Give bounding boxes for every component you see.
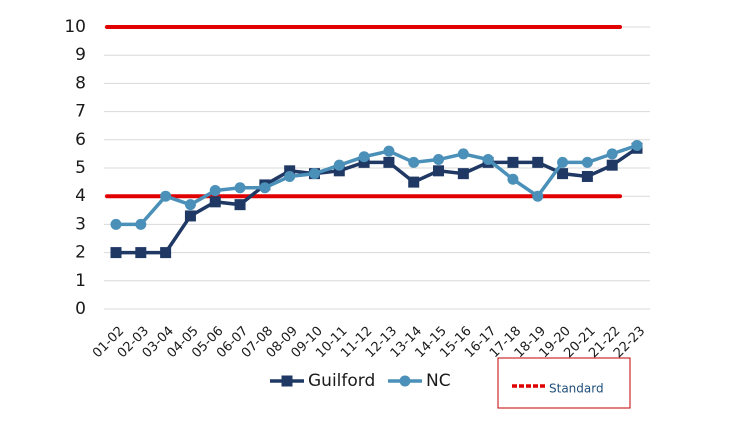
marker [160,190,172,202]
marker [333,159,345,171]
marker [259,182,271,194]
marker [557,168,569,180]
marker [433,154,445,166]
y-tick-label: 8 [75,73,86,93]
marker [358,151,370,163]
marker [557,156,569,168]
legend-label: Standard [549,382,604,396]
marker [433,165,445,177]
marker [457,148,469,160]
legend-marker [399,375,411,387]
marker [507,156,519,168]
marker [532,190,544,202]
marker [581,170,593,182]
marker [358,156,370,168]
marker [209,185,221,197]
marker [457,168,469,180]
y-tick-label: 7 [75,102,86,122]
marker [284,170,296,182]
marker [581,156,593,168]
marker [507,173,519,185]
marker [532,156,544,168]
y-tick-label: 0 [75,299,86,319]
y-tick-label: 9 [75,45,86,65]
y-tick-label: 6 [75,130,86,150]
series-line [116,146,638,255]
marker [383,156,395,168]
marker [209,196,221,208]
marker [184,199,196,211]
series-line [116,143,638,227]
marker [606,159,618,171]
marker [383,145,395,157]
marker [160,247,172,259]
marker [135,218,147,230]
marker [631,139,643,151]
marker [284,165,296,177]
y-tick-label: 2 [75,243,86,263]
marker [234,182,246,194]
marker [606,148,618,160]
marker [482,154,494,166]
marker [234,199,246,211]
marker [408,176,420,188]
marker [333,165,345,177]
marker [135,247,147,259]
marker [308,168,320,180]
marker [110,247,122,259]
y-tick-label: 4 [75,186,86,206]
legend-label: NC [426,371,451,391]
marker [184,210,196,222]
y-tick-label: 10 [64,17,86,37]
marker [408,156,420,168]
y-tick-label: 3 [75,214,86,234]
legend-label: Guilford [308,371,375,391]
marker [110,218,122,230]
standard-legend-box [497,357,631,409]
y-tick-label: 1 [75,271,86,291]
y-tick-label: 5 [75,158,86,178]
legend-marker [281,375,293,387]
